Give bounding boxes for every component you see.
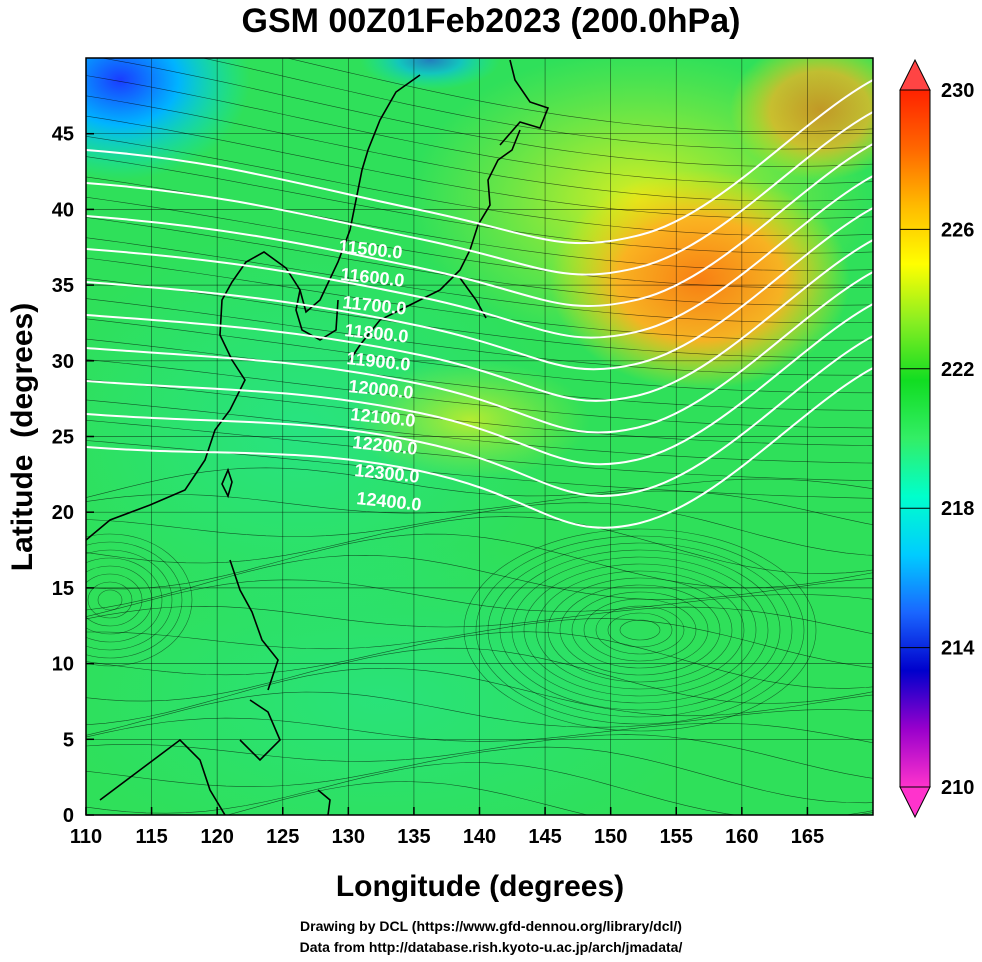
- colorbar: 210 214 218 222 226 230: [899, 58, 975, 819]
- height-contour: [86, 367, 873, 529]
- coastline-hokkaido: [499, 59, 550, 146]
- colorbar-tick-label: 218: [941, 498, 974, 520]
- x-tick-label: 130: [332, 826, 365, 848]
- colorbar-tick-label: 214: [941, 638, 975, 660]
- credits-drawing: Drawing by DCL (https://www.gfd-dennou.o…: [300, 918, 682, 934]
- height-contours: 11500.011600.011700.011800.011900.012000…: [86, 79, 873, 529]
- colorbar-body: [899, 89, 931, 788]
- x-tick-label: 165: [791, 826, 824, 848]
- x-tick-label: 125: [266, 826, 299, 848]
- coastline-borneo: [99, 738, 226, 815]
- x-tick-label: 155: [660, 826, 693, 848]
- height-contour: [86, 335, 873, 498]
- x-tick-label: 140: [463, 826, 496, 848]
- temperature-field: [86, 58, 873, 815]
- y-axis-label: Latitude (degrees): [6, 303, 39, 571]
- y-tick-label: 0: [63, 805, 74, 827]
- x-tick-label: 160: [725, 826, 758, 848]
- colorbar-tick-label: 210: [941, 777, 974, 799]
- coastline-luzon: [229, 559, 279, 691]
- coastline-asia: [86, 74, 421, 541]
- height-contour: [86, 271, 873, 434]
- height-contour: [86, 239, 873, 402]
- height-contour: [86, 143, 873, 308]
- y-tick-label: 10: [52, 654, 74, 676]
- y-tick-label: 35: [52, 275, 74, 297]
- x-tick-label: 135: [397, 826, 430, 848]
- x-axis-label: Longitude (degrees): [336, 870, 624, 903]
- y-axis-ticks: 0 5 10 15 20 25 30 35 40 45: [52, 124, 94, 827]
- wind-streamlines: [86, 58, 873, 815]
- credits: Drawing by DCL (https://www.gfd-dennou.o…: [0, 916, 982, 958]
- colorbar-tick-label: 222: [941, 359, 974, 381]
- x-tick-label: 110: [70, 826, 102, 848]
- x-axis-ticks: 110 115 120 125 130 135 140 145 150 155 160 165: [70, 807, 824, 848]
- x-tick-label: 115: [135, 826, 167, 848]
- height-contour: [86, 303, 873, 466]
- x-tick-label: 120: [200, 826, 233, 848]
- height-contour: [86, 79, 873, 245]
- y-tick-label: 20: [52, 502, 74, 524]
- y-tick-label: 45: [52, 124, 74, 146]
- coastline-taiwan: [221, 467, 233, 499]
- colorbar-tick-label: 226: [941, 219, 974, 241]
- colorbar-tick-label: 230: [941, 80, 974, 102]
- y-tick-label: 30: [52, 351, 74, 373]
- colorbar-min-arrow: [899, 786, 931, 819]
- height-contour: [86, 207, 873, 371]
- y-tick-label: 25: [52, 427, 74, 449]
- credits-data: Data from http://database.rish.kyoto-u.a…: [299, 939, 683, 955]
- x-tick-label: 150: [594, 826, 627, 848]
- y-tick-label: 40: [52, 199, 74, 221]
- coastline-newguinea: [317, 789, 331, 815]
- height-contour: [86, 111, 873, 276]
- coastline-mindanao: [239, 699, 281, 762]
- map-title: GSM 00Z01Feb2023 (200.0hPa): [241, 2, 741, 40]
- y-tick-label: 15: [52, 578, 74, 600]
- colorbar-max-arrow: [899, 58, 931, 91]
- x-tick-label: 145: [528, 826, 561, 848]
- y-tick-label: 5: [63, 729, 74, 751]
- grid-lines: [86, 58, 873, 815]
- height-contour: [86, 175, 873, 339]
